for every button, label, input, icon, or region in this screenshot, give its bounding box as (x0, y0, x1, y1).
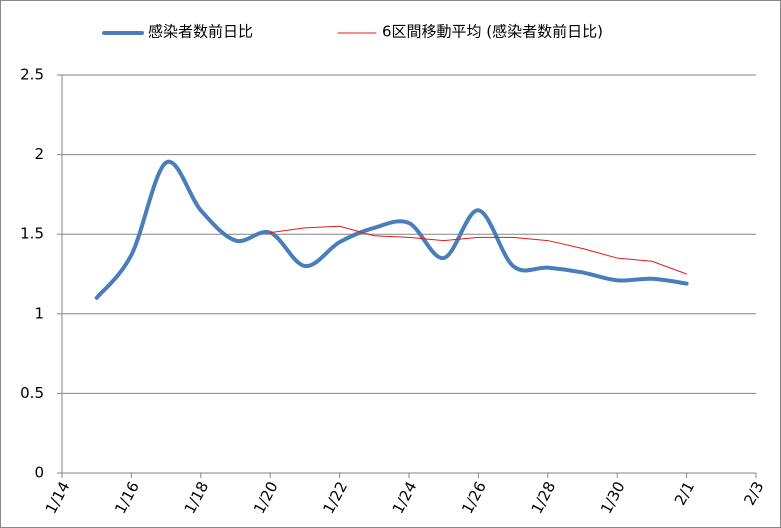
y-tick-label: 1 (34, 304, 44, 322)
y-tick-label: 1.5 (20, 225, 44, 243)
y-tick-label: 2 (34, 145, 44, 163)
legend-label: 感染者数前日比 (148, 23, 253, 41)
series-line (94, 159, 689, 300)
y-tick-label: 0 (34, 464, 44, 482)
y-tick-label: 2.5 (20, 66, 44, 84)
y-tick-label: 0.5 (20, 384, 44, 402)
legend-label: 6区間移動平均 (感染者数前日比) (382, 23, 603, 41)
series-line (269, 225, 688, 275)
